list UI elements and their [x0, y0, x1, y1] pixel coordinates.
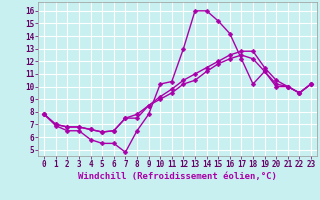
X-axis label: Windchill (Refroidissement éolien,°C): Windchill (Refroidissement éolien,°C)	[78, 172, 277, 181]
